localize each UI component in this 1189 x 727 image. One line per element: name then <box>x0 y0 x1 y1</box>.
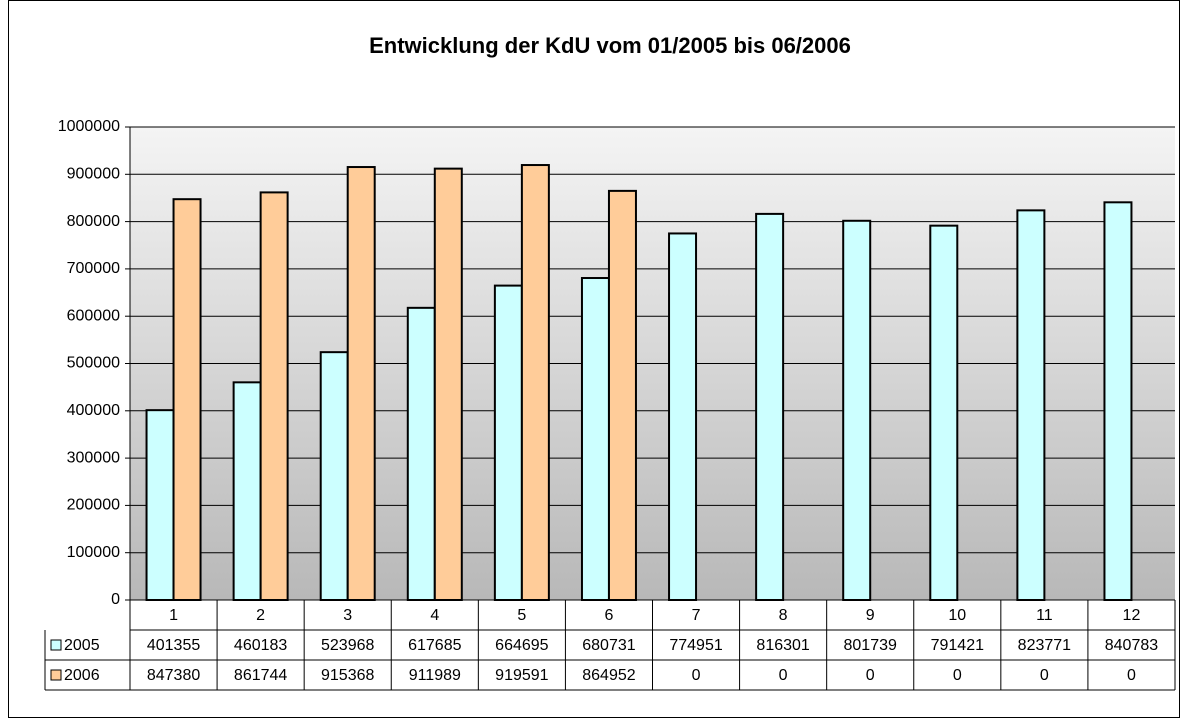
bar <box>1103 201 1133 602</box>
table-value: 823771 <box>1018 637 1071 654</box>
table-value: 664695 <box>495 637 548 654</box>
table-value: 919591 <box>495 667 548 684</box>
table-value: 0 <box>866 667 875 684</box>
table-value: 0 <box>1127 667 1136 684</box>
chart-title: Entwicklung der KdU vom 01/2005 bis 06/2… <box>369 33 851 58</box>
table-value: 617685 <box>408 637 461 654</box>
y-tick-label: 600000 <box>67 307 120 324</box>
bar <box>346 166 376 601</box>
x-tick-label: 10 <box>948 607 966 624</box>
y-tick-label: 500000 <box>67 355 120 372</box>
table-value: 523968 <box>321 637 374 654</box>
y-tick-label: 400000 <box>67 402 120 419</box>
y-tick-label: 900000 <box>67 166 120 183</box>
bar <box>259 191 289 601</box>
x-tick-label: 3 <box>343 607 352 624</box>
y-tick-label: 200000 <box>67 497 120 514</box>
x-tick-label: 7 <box>692 607 701 624</box>
bar <box>406 306 436 601</box>
y-tick-label: 0 <box>111 591 120 608</box>
table-value: 0 <box>953 667 962 684</box>
bar <box>755 212 785 602</box>
x-tick-label: 11 <box>1036 607 1053 624</box>
bar <box>232 381 262 601</box>
y-tick-label: 100000 <box>67 544 120 561</box>
y-tick-label: 300000 <box>67 449 120 466</box>
table-value: 864952 <box>582 667 635 684</box>
legend-label: 2006 <box>64 667 100 684</box>
x-tick-label: 1 <box>169 607 178 624</box>
x-tick-label: 2 <box>256 607 265 624</box>
bar <box>145 409 175 601</box>
bar <box>1016 209 1046 601</box>
table-value: 680731 <box>582 637 635 654</box>
bar <box>172 198 202 601</box>
x-tick-label: 12 <box>1123 607 1141 624</box>
bar <box>493 284 523 601</box>
y-tick-label: 1000000 <box>58 118 120 135</box>
table-value: 861744 <box>234 667 287 684</box>
legend-key <box>50 669 62 681</box>
table-value: 847380 <box>147 667 200 684</box>
x-tick-label: 5 <box>517 607 526 624</box>
y-tick-label: 700000 <box>67 260 120 277</box>
table-value: 0 <box>692 667 701 684</box>
table-value: 0 <box>1040 667 1049 684</box>
table-value: 915368 <box>321 667 374 684</box>
table-value: 791421 <box>931 637 984 654</box>
bar <box>520 164 550 602</box>
x-tick-label: 6 <box>605 607 614 624</box>
legend-key <box>50 639 62 651</box>
bar <box>842 219 872 601</box>
legend-label: 2005 <box>64 637 100 654</box>
table-value: 911989 <box>409 667 461 684</box>
bar <box>668 232 698 601</box>
table-value: 840783 <box>1105 637 1158 654</box>
table-value: 816301 <box>756 637 809 654</box>
x-tick-label: 8 <box>779 607 788 624</box>
x-tick-label: 9 <box>866 607 875 624</box>
table-value: 401355 <box>147 637 200 654</box>
bar <box>433 167 463 601</box>
bar <box>319 351 349 602</box>
bar <box>607 189 637 601</box>
bar <box>580 277 610 601</box>
y-tick-label: 800000 <box>67 213 120 230</box>
table-value: 460183 <box>234 637 287 654</box>
bar <box>929 224 959 601</box>
table-value: 801739 <box>844 637 897 654</box>
table-value: 774951 <box>669 637 722 654</box>
x-tick-label: 4 <box>430 607 439 624</box>
table-value: 0 <box>779 667 788 684</box>
